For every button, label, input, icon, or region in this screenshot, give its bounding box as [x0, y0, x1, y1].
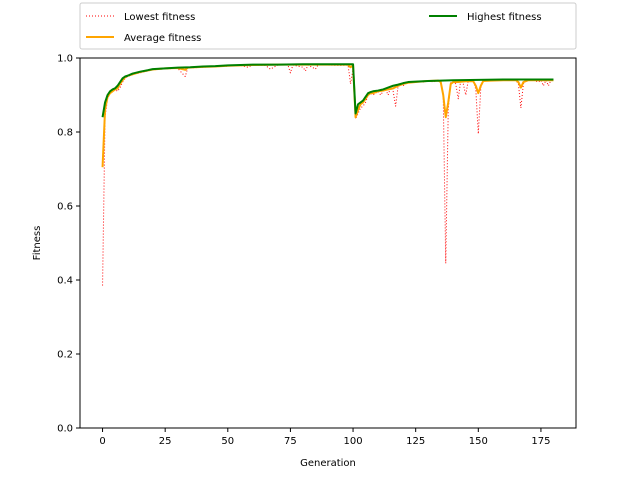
y-axis: 0.0 0.2 0.4 0.6 0.8 1.0 [57, 54, 80, 435]
legend-label-lowest: Lowest fitness [124, 12, 195, 23]
x-tick-label: 50 [221, 436, 234, 447]
x-tick-label: 100 [344, 436, 363, 447]
legend-label-average: Average fitness [124, 33, 201, 44]
y-tick-label: 0.8 [57, 128, 73, 139]
y-axis-label: Fitness [32, 226, 43, 261]
legend-label-highest: Highest fitness [467, 12, 542, 23]
y-tick-label: 0.2 [57, 350, 73, 361]
x-tick-label: 0 [99, 436, 105, 447]
series-layer [101, 63, 554, 286]
x-axis: 0 25 50 75 100 125 150 175 [99, 428, 550, 447]
y-tick-label: 1.0 [57, 54, 73, 65]
x-tick-label: 125 [406, 436, 425, 447]
x-tick-label: 175 [531, 436, 550, 447]
y-tick-label: 0.4 [57, 276, 73, 287]
plot-frame [79, 57, 577, 429]
series-line-highest-fitness [101, 63, 554, 118]
y-tick-label: 0.6 [57, 202, 73, 213]
legend-frame [79, 2, 577, 50]
legend: Lowest fitness Average fitness Highest f… [79, 2, 577, 50]
y-tick-label: 0.0 [57, 424, 73, 435]
x-tick-label: 25 [159, 436, 172, 447]
x-tick-label: 75 [284, 436, 297, 447]
x-tick-label: 150 [469, 436, 488, 447]
x-axis-label: Generation [300, 458, 356, 469]
